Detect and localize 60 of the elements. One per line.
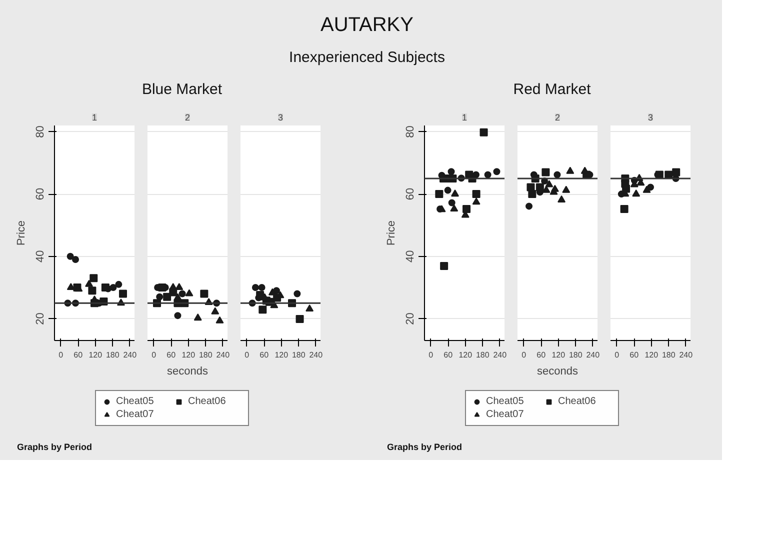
text: Red Market bbox=[513, 80, 591, 100]
y-axis-title: Price bbox=[16, 220, 28, 246]
x-tick-label: 0 bbox=[428, 350, 434, 360]
legend-label: Cheat05 bbox=[486, 396, 525, 407]
x-tick-label: 60 bbox=[74, 350, 84, 360]
x-tick-label: 0 bbox=[522, 350, 527, 360]
x-tick-label: 60 bbox=[536, 350, 546, 360]
legend-label: Cheat06 bbox=[558, 396, 597, 407]
x-tick-label: 240 bbox=[586, 350, 600, 360]
x-tick-label: 180 bbox=[198, 350, 213, 360]
x-tick-label: 240 bbox=[216, 350, 230, 360]
x-tick-label: 60 bbox=[630, 350, 640, 360]
y-tick-label: 60 bbox=[34, 188, 46, 200]
chart-title: 2 bbox=[554, 112, 560, 122]
x-tick-label: 120 bbox=[458, 350, 473, 360]
text: Inexperienced Subjects bbox=[289, 48, 445, 68]
x-tick-label: 240 bbox=[493, 350, 508, 360]
x-tick-label: 120 bbox=[552, 350, 566, 360]
x-tick-label: 60 bbox=[260, 350, 270, 360]
legend-label: Cheat05 bbox=[116, 396, 155, 407]
y-tick-label: 80 bbox=[404, 126, 416, 138]
chart-title: 3 bbox=[278, 112, 284, 122]
x-axis-title: seconds bbox=[537, 366, 578, 378]
legend-label: Cheat06 bbox=[188, 396, 227, 407]
x-tick-label: 0 bbox=[152, 350, 157, 360]
chart-title: 2 bbox=[184, 112, 190, 122]
x-tick-label: 60 bbox=[166, 350, 176, 360]
x-tick-label: 180 bbox=[568, 350, 583, 360]
x-tick-label: 180 bbox=[476, 350, 490, 360]
text: Graphs by Period bbox=[387, 441, 462, 454]
x-tick-label: 240 bbox=[123, 350, 138, 360]
x-tick-label: 0 bbox=[58, 350, 64, 360]
text: Blue Market bbox=[142, 80, 222, 100]
y-tick-label: 20 bbox=[404, 312, 416, 325]
x-tick-label: 180 bbox=[106, 350, 120, 360]
x-axis-title: seconds bbox=[167, 366, 208, 378]
y-tick-label: 40 bbox=[34, 250, 46, 262]
y-axis-title: Price bbox=[386, 220, 398, 246]
x-tick-label: 120 bbox=[274, 350, 289, 360]
y-tick-label: 80 bbox=[34, 126, 46, 138]
chart-title: 1 bbox=[462, 112, 468, 122]
text: AUTARKY bbox=[320, 13, 414, 38]
x-tick-label: 120 bbox=[182, 350, 196, 360]
y-tick-label: 60 bbox=[404, 188, 416, 200]
x-tick-label: 0 bbox=[244, 350, 250, 360]
chart-title: 1 bbox=[92, 112, 98, 122]
x-tick-label: 240 bbox=[679, 350, 694, 360]
x-tick-label: 240 bbox=[309, 350, 324, 360]
chart-title: 3 bbox=[648, 112, 654, 122]
y-tick-label: 20 bbox=[34, 312, 46, 325]
legend-label: Cheat07 bbox=[486, 409, 525, 420]
x-tick-label: 120 bbox=[644, 350, 659, 360]
y-tick-label: 40 bbox=[404, 250, 416, 262]
x-tick-label: 60 bbox=[444, 350, 454, 360]
x-tick-label: 180 bbox=[662, 350, 676, 360]
x-tick-label: 180 bbox=[292, 350, 306, 360]
legend-label: Cheat07 bbox=[116, 409, 155, 420]
text: Graphs by Period bbox=[17, 441, 92, 454]
x-tick-label: 0 bbox=[614, 350, 620, 360]
x-tick-label: 120 bbox=[88, 350, 103, 360]
